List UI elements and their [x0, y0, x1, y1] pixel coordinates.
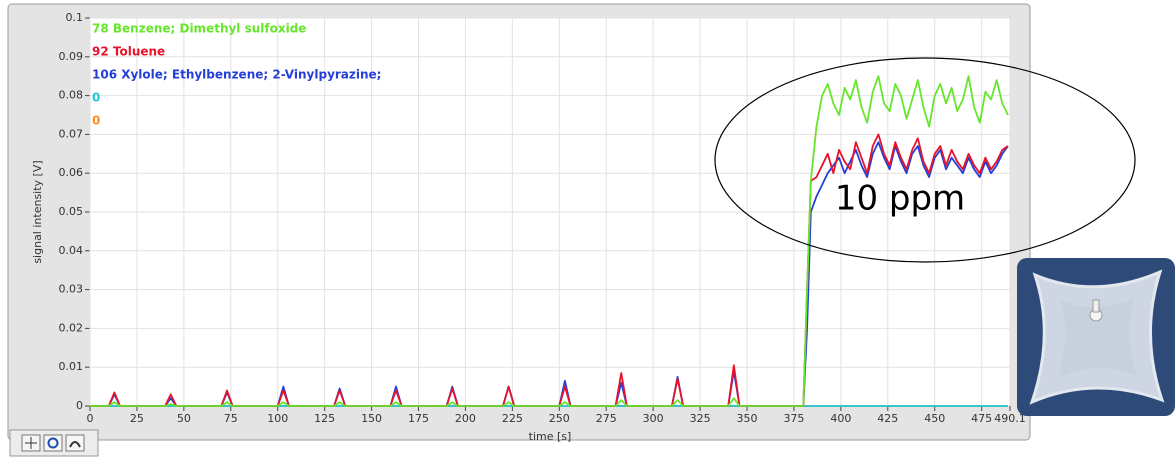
x-tick-label: 25 [130, 412, 144, 425]
y-tick-label: 0.09 [59, 50, 84, 63]
zoom-tool[interactable] [43, 434, 63, 452]
y-axis-label: signal intensity [V] [31, 160, 44, 263]
x-tick-label: 375 [783, 412, 804, 425]
y-tick-label: 0.07 [59, 127, 84, 140]
x-tick-label: 250 [549, 412, 570, 425]
annotation: 10 ppm [835, 179, 965, 219]
x-tick-label: 75 [224, 412, 238, 425]
y-tick-label: 0 [76, 399, 83, 412]
y-tick-label: 0.08 [59, 89, 84, 102]
x-tick-label: 125 [314, 412, 335, 425]
y-tick-label: 0.02 [59, 321, 84, 334]
legend-entry: 78 Benzene; Dimethyl sulfoxide [92, 22, 306, 36]
x-tick-label: 450 [924, 412, 945, 425]
x-tick-label: 200 [455, 412, 476, 425]
x-tick-label: 175 [408, 412, 429, 425]
x-tick-label: 350 [737, 412, 758, 425]
x-tick-label: 0 [87, 412, 94, 425]
x-tick-label: 300 [643, 412, 664, 425]
legend-entry: 0 [92, 114, 100, 128]
highlight-ellipse [714, 57, 1136, 263]
x-tick-label: 490.1 [994, 412, 1026, 425]
x-tick-label: 50 [177, 412, 191, 425]
y-tick-label: 0.06 [59, 166, 84, 179]
x-tick-label: 400 [830, 412, 851, 425]
data-line [90, 75, 1009, 407]
legend-entry: 92 Toluene [92, 45, 165, 59]
y-tick-label: 0.04 [59, 244, 84, 257]
x-tick-label: 325 [690, 412, 711, 425]
y-tick-label: 0.05 [59, 205, 84, 218]
y-tick-label: 0.1 [66, 11, 84, 24]
legend-entry: 0 [92, 91, 100, 105]
graph-toolbar [9, 429, 99, 457]
x-tick-label: 150 [361, 412, 382, 425]
y-tick-label: 0.01 [59, 360, 84, 373]
y-tick-label: 0.03 [59, 283, 84, 296]
x-axis-label: time [s] [529, 430, 572, 443]
sample-bag-photo [1017, 258, 1175, 416]
legend-entry: 106 Xylole; Ethylbenzene; 2-Vinylpyrazin… [92, 68, 381, 82]
x-tick-label: 275 [596, 412, 617, 425]
x-tick-label: 225 [502, 412, 523, 425]
x-tick-label: 100 [267, 412, 288, 425]
x-tick-label: 475 [971, 412, 992, 425]
x-tick-label: 425 [877, 412, 898, 425]
